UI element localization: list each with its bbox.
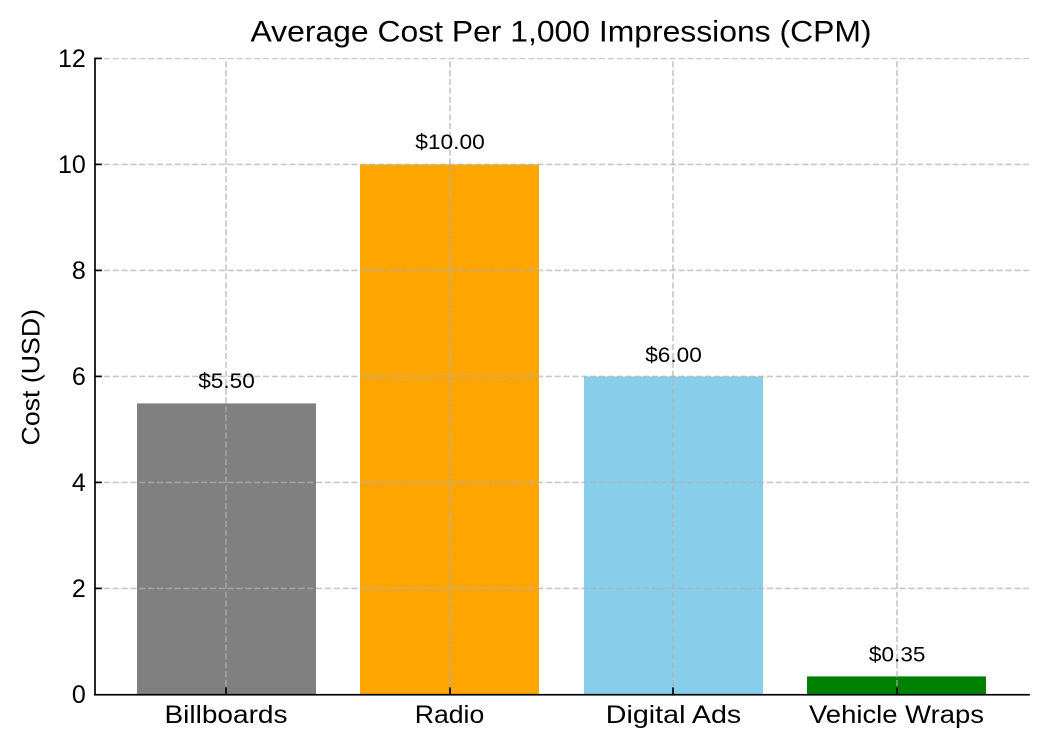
svg-text:Radio: Radio (415, 701, 485, 729)
svg-text:10: 10 (58, 151, 86, 179)
svg-text:6: 6 (72, 363, 86, 391)
svg-text:Cost (USD): Cost (USD) (18, 309, 46, 446)
svg-text:8: 8 (72, 257, 86, 285)
svg-text:2: 2 (72, 575, 86, 603)
svg-text:$0.35: $0.35 (869, 642, 926, 666)
svg-text:0: 0 (72, 681, 86, 709)
svg-text:4: 4 (72, 469, 86, 497)
svg-text:$6.00: $6.00 (645, 343, 702, 367)
svg-text:$10.00: $10.00 (415, 130, 485, 154)
svg-text:Billboards: Billboards (165, 701, 288, 729)
svg-text:12: 12 (58, 45, 86, 73)
svg-text:Digital Ads: Digital Ads (606, 701, 742, 729)
svg-text:Average Cost Per 1,000 Impress: Average Cost Per 1,000 Impressions (CPM) (251, 17, 872, 49)
svg-text:$5.50: $5.50 (198, 369, 255, 393)
svg-text:Vehicle Wraps: Vehicle Wraps (809, 701, 984, 729)
